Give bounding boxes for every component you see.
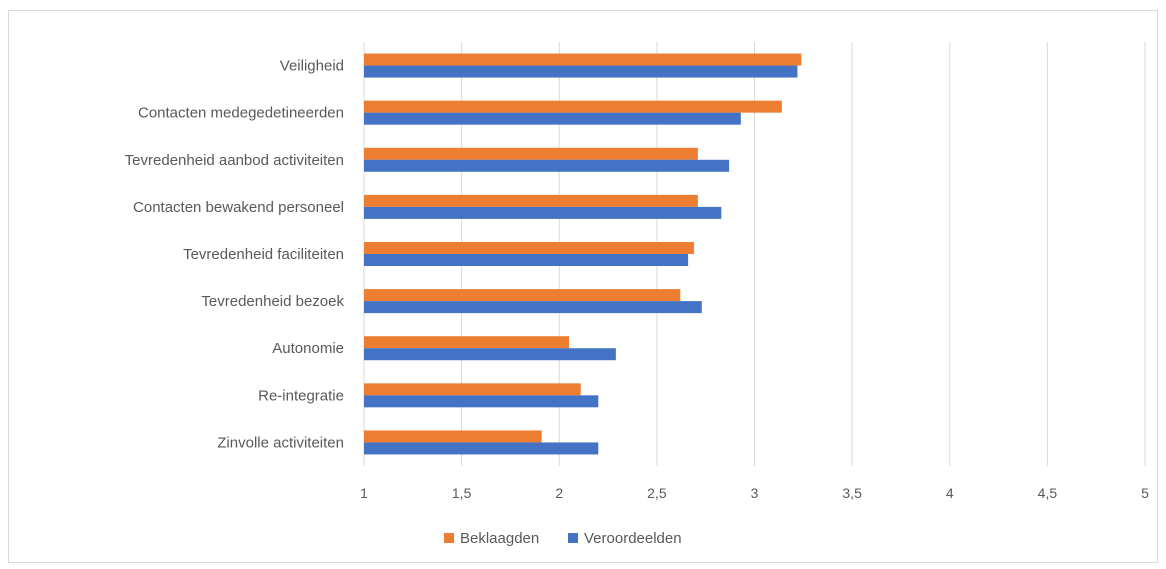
category-label: Contacten bewakend personeel <box>133 199 344 216</box>
legend: Beklaagden Veroordeelden <box>444 530 682 547</box>
x-tick-label: 2,5 <box>647 485 667 501</box>
legend-swatch-veroordeelden <box>568 533 578 543</box>
bar-beklaagden-5 <box>364 289 680 301</box>
x-tick-label: 3,5 <box>842 485 862 501</box>
category-label: Tevredenheid aanbod activiteiten <box>125 152 344 169</box>
x-tick-label: 5 <box>1141 485 1149 501</box>
bar-veroordeelden-1 <box>364 113 741 125</box>
bar-veroordeelden-4 <box>364 254 688 266</box>
legend-label-beklaagden: Beklaagden <box>460 530 539 547</box>
bar-veroordeelden-6 <box>364 348 616 360</box>
x-tick-label: 4 <box>946 485 954 501</box>
bar-beklaagden-3 <box>364 195 698 207</box>
category-label: Re-integratie <box>258 387 344 404</box>
bar-beklaagden-1 <box>364 101 782 113</box>
bar-veroordeelden-7 <box>364 395 598 407</box>
category-label: Zinvolle activiteiten <box>217 434 344 451</box>
category-label: Veiligheid <box>280 58 344 75</box>
bar-veroordeelden-0 <box>364 66 797 78</box>
bar-veroordeelden-5 <box>364 301 702 313</box>
legend-label-veroordeelden: Veroordeelden <box>584 530 682 547</box>
category-label: Tevredenheid bezoek <box>201 293 344 310</box>
bar-beklaagden-6 <box>364 336 569 348</box>
x-tick-label: 2 <box>555 485 563 501</box>
x-tick-labels: 1 1,5 2 2,5 3 3,5 4 4,5 5 <box>360 485 1149 501</box>
bar-beklaagden-2 <box>364 148 698 160</box>
x-tick-label: 4,5 <box>1038 485 1058 501</box>
bar-veroordeelden-2 <box>364 160 729 172</box>
x-tick-label: 1,5 <box>452 485 472 501</box>
category-label: Autonomie <box>272 340 344 357</box>
bar-beklaagden-7 <box>364 383 581 395</box>
bar-beklaagden-0 <box>364 54 801 66</box>
bar-beklaagden-4 <box>364 242 694 254</box>
category-label: Contacten medegedetineerden <box>138 105 344 122</box>
x-tick-label: 3 <box>751 485 759 501</box>
legend-swatch-beklaagden <box>444 533 454 543</box>
bars <box>364 54 801 455</box>
bar-beklaagden-8 <box>364 430 542 442</box>
category-label: Tevredenheid faciliteiten <box>183 246 344 263</box>
bar-veroordeelden-3 <box>364 207 721 219</box>
category-labels: Veiligheid Contacten medegedetineerden Tev… <box>125 58 345 452</box>
bar-veroordeelden-8 <box>364 442 598 454</box>
x-tick-label: 1 <box>360 485 368 501</box>
